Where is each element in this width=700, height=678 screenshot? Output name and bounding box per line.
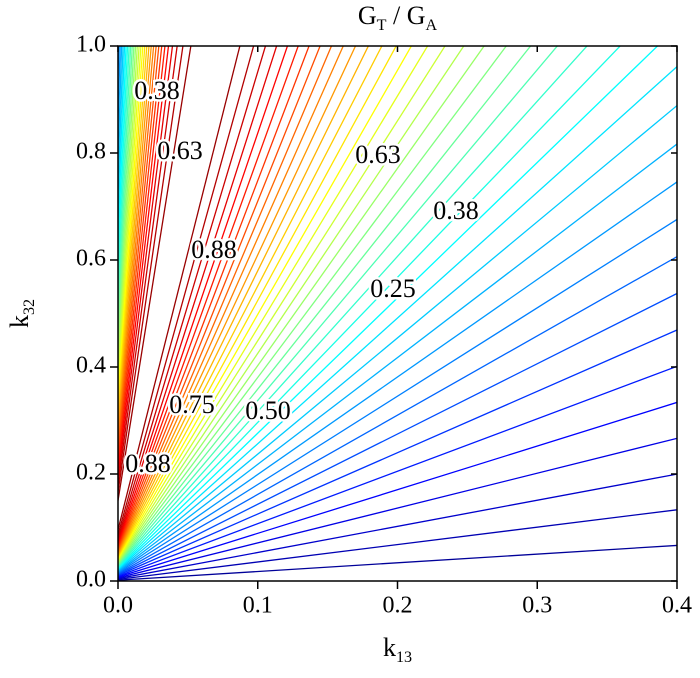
contour-line <box>118 46 289 544</box>
contour-line <box>118 46 588 568</box>
contour-line <box>118 46 142 389</box>
contour-line <box>118 46 344 553</box>
chart-title: GT / GA <box>358 1 438 34</box>
contour-line <box>118 46 485 564</box>
contour-line <box>118 401 677 578</box>
contour-line <box>118 46 140 379</box>
contour-line <box>118 66 677 570</box>
contour-line <box>118 46 370 556</box>
contour-line <box>118 544 677 581</box>
y-axis-label: k32 <box>5 299 38 328</box>
contour-label: 0.75 <box>169 390 215 419</box>
contour-line <box>118 256 677 575</box>
contour-line <box>118 46 397 558</box>
contour-label: 0.88 <box>125 449 171 478</box>
contour-label: 0.63 <box>157 136 203 165</box>
contour-line <box>118 46 150 424</box>
chart-title-part: T <box>377 17 387 34</box>
contour-line <box>118 143 677 572</box>
x-tick-label: 0.2 <box>383 593 413 619</box>
x-tick-label: 0.0 <box>103 593 133 619</box>
contour-line <box>118 292 677 576</box>
contour-label: 0.88 <box>191 235 237 264</box>
contour-line <box>118 46 508 565</box>
contour-line <box>118 46 333 551</box>
x-tick-label: 0.1 <box>243 593 273 619</box>
x-tick-label: 0.3 <box>522 593 552 619</box>
y-tick-label: 0.6 <box>76 246 106 272</box>
x-tick-label: 0.4 <box>662 593 692 619</box>
contour-line <box>118 329 677 576</box>
y-tick-label: 1.0 <box>76 32 106 58</box>
y-tick-label: 0.8 <box>76 139 106 165</box>
contour-line <box>118 46 357 554</box>
contour-line <box>118 46 532 566</box>
chart-title-part: A <box>425 17 437 34</box>
chart-title-part: / G <box>386 1 425 30</box>
contour-line <box>118 46 278 541</box>
contour-line <box>118 46 659 569</box>
contour-line <box>118 473 677 580</box>
contour-line <box>118 46 310 548</box>
y-tick-label: 0.2 <box>76 460 106 486</box>
y-tick-label: 0.4 <box>76 353 106 379</box>
x-axis-label-part: 13 <box>396 649 412 666</box>
contour-label: 0.50 <box>245 396 291 425</box>
contour-line <box>118 105 677 571</box>
x-axis-label: k13 <box>383 633 412 666</box>
contour-line <box>118 46 622 569</box>
contour-line <box>118 218 677 574</box>
contour-line <box>118 46 465 563</box>
y-tick-label: 0.0 <box>76 567 106 593</box>
contour-line <box>118 46 157 446</box>
contour-label: 0.38 <box>433 196 479 225</box>
contour-label: 0.38 <box>134 76 180 105</box>
contour-label: 0.25 <box>370 274 416 303</box>
contour-label: 0.63 <box>355 140 401 169</box>
contour-line <box>118 46 383 557</box>
contour-line <box>118 365 677 577</box>
contour-line <box>118 46 267 539</box>
x-axis-label-part: k <box>383 633 396 662</box>
y-axis-label-part: 32 <box>21 299 38 315</box>
y-axis-label-part: k <box>5 315 34 328</box>
contour-line <box>118 46 146 408</box>
contour-line <box>118 46 321 550</box>
contour-line <box>118 181 677 573</box>
contour-line <box>118 46 255 535</box>
chart-title-part: G <box>358 1 377 30</box>
contour-line <box>118 46 413 559</box>
contour-line <box>118 46 241 530</box>
contour-line <box>118 437 677 579</box>
contour-group <box>118 46 677 581</box>
contour-line <box>118 46 446 562</box>
contour-line <box>118 509 677 581</box>
contour-line <box>118 46 299 546</box>
contour-line <box>118 46 559 567</box>
contour-line <box>118 46 429 560</box>
